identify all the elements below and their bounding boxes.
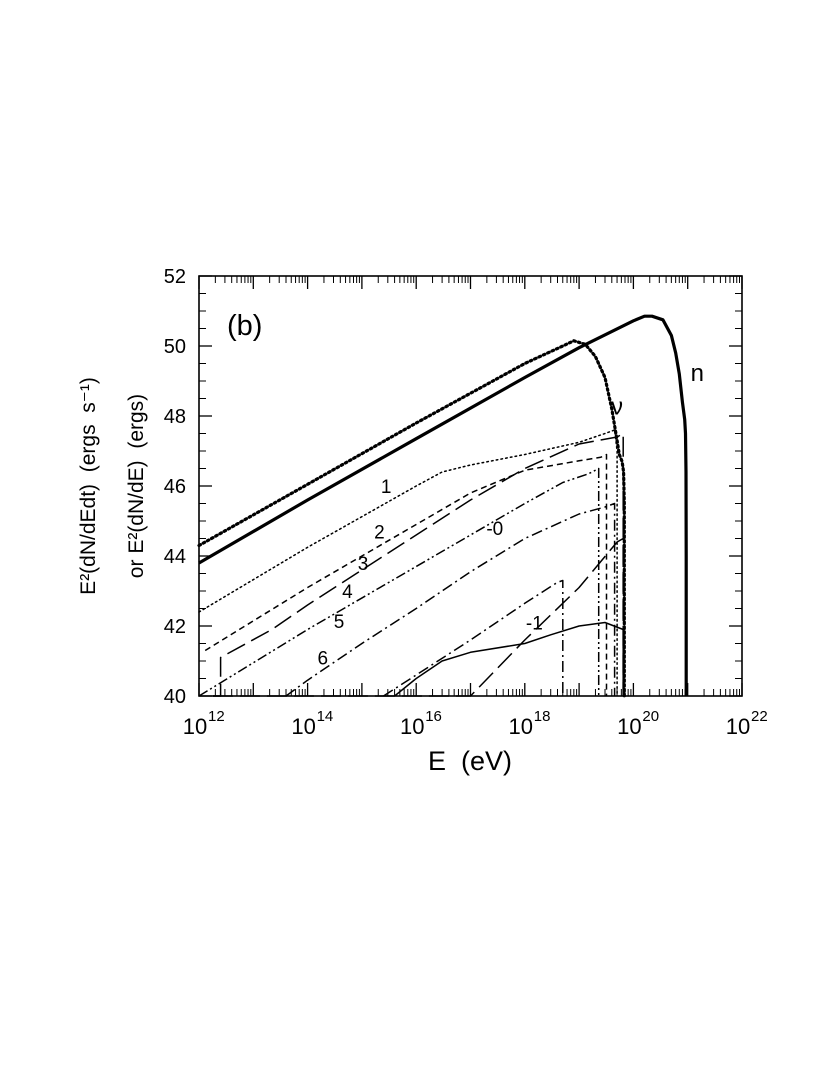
series-line-8 <box>383 579 564 697</box>
curves-group <box>197 314 688 698</box>
curve-label-0: n <box>691 360 704 387</box>
x-tick-label-1: 10 <box>291 714 315 739</box>
curve-labels-group: n ν 1 23 -0 4 56 -1 <box>317 360 703 670</box>
curve-label-2: 1 <box>381 477 392 498</box>
series-line-5 <box>212 432 624 697</box>
x-tick-exponent-4: 20 <box>642 708 659 725</box>
series-line-3 <box>204 453 608 696</box>
curve-label-8: 6 <box>317 649 328 670</box>
x-tick-label-4: 10 <box>617 714 641 739</box>
y-tick-label-3: 46 <box>164 476 186 498</box>
curve-label-7: 5 <box>334 612 345 633</box>
panel-label: (b) <box>227 310 262 342</box>
x-tick-label-2: 10 <box>400 714 424 739</box>
series-line-9 <box>394 621 624 697</box>
x-tick-label-5: 10 <box>726 714 750 739</box>
x-tick-exponent-2: 16 <box>425 708 442 725</box>
y-tick-label-1: 42 <box>164 616 186 638</box>
curve-label-1: ν <box>611 393 623 420</box>
x-tick-label-0: 10 <box>183 714 207 739</box>
x-tick-exponent-1: 14 <box>317 708 334 725</box>
series-line-1 <box>197 339 626 698</box>
curve-label-4: 3 <box>358 554 369 575</box>
x-axis-label: E (eV) <box>428 746 512 776</box>
series-line-7 <box>212 537 624 697</box>
y-tick-label-6: 52 <box>164 266 186 288</box>
series-line-4 <box>198 467 600 697</box>
plot-frame <box>198 275 743 697</box>
y-axis-label-line1: E²(dN/dEdt) (ergs s⁻¹) <box>77 377 100 595</box>
x-tick-exponent-5: 22 <box>751 708 768 725</box>
y-tick-label-0: 40 <box>164 686 186 708</box>
x-tick-exponent-3: 18 <box>534 708 551 725</box>
x-tick-exponent-0: 12 <box>208 708 225 725</box>
y-tick-label-5: 50 <box>164 336 186 358</box>
curve-label-9: -1 <box>526 614 543 635</box>
y-tick-label-2: 44 <box>164 546 186 568</box>
series-line-0 <box>198 314 688 696</box>
series-line-2 <box>198 429 618 697</box>
series-line-6 <box>285 502 616 697</box>
x-tick-label-3: 10 <box>509 714 533 739</box>
y-axis-label-line2: or E²(dN/dE) (ergs) <box>125 394 148 578</box>
curve-label-3: 2 <box>374 523 385 544</box>
curve-label-6: 4 <box>342 582 353 603</box>
curve-label-5: -0 <box>486 519 503 540</box>
y-tick-label-4: 48 <box>164 406 186 428</box>
